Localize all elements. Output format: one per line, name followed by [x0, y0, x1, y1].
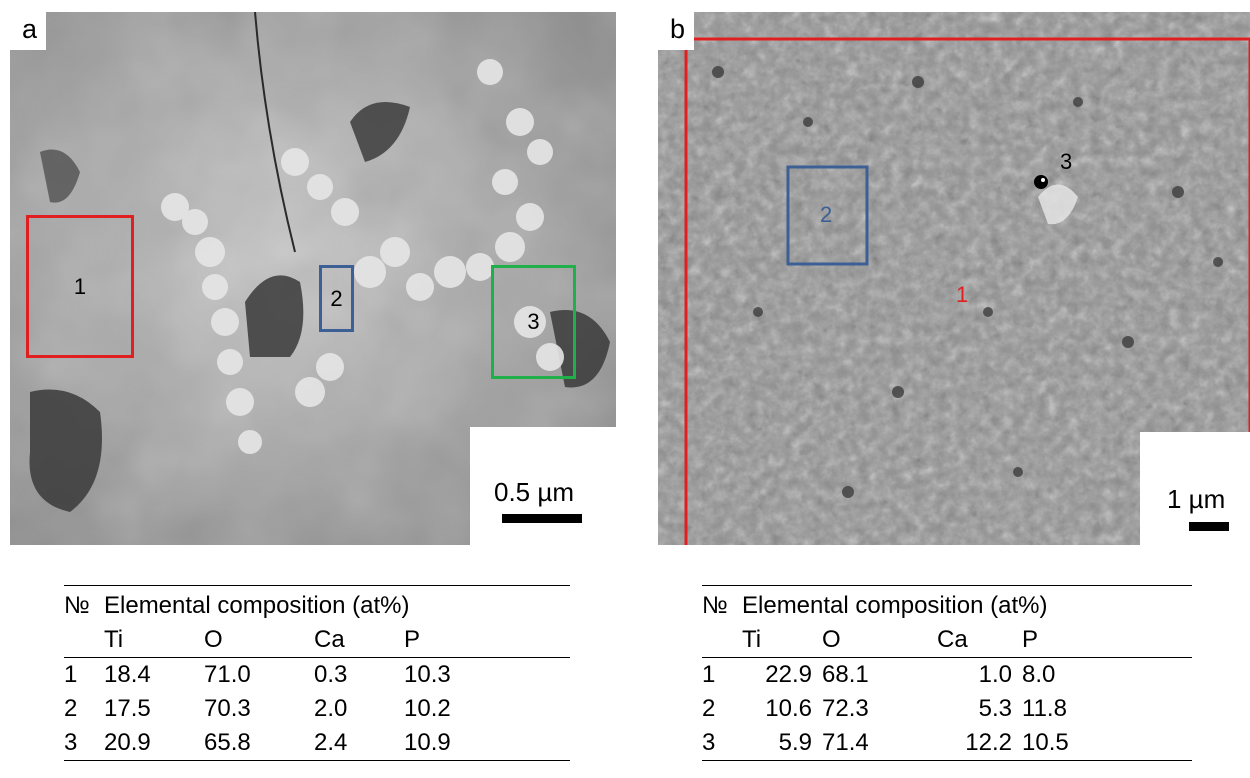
region-label-1: 1 — [956, 282, 969, 307]
table-cell: 17.5 — [104, 695, 151, 722]
table-title: Elemental composition (at%) — [104, 585, 570, 623]
table-header-row: № Elemental composition (at%) — [702, 585, 1192, 623]
region-label-2: 2 — [330, 285, 343, 311]
table-cell: 10.9 — [404, 726, 570, 761]
table-cell: 22.9 — [765, 661, 812, 688]
element-header: O — [822, 623, 937, 658]
composition-table-a: № Elemental composition (at%) Ti O Ca P … — [64, 585, 570, 761]
table-cell: 10.2 — [404, 695, 451, 722]
scale-bar-a — [502, 514, 582, 523]
panel-letter-a: a — [10, 12, 47, 50]
element-header-row: Ti O Ca P — [64, 623, 570, 658]
table-cell: 2.4 — [314, 726, 404, 761]
region-label-1: 1 — [73, 273, 87, 299]
region-label-3: 3 — [527, 309, 540, 334]
element-header: Ca — [937, 623, 1022, 658]
composition-table-b: № Elemental composition (at%) Ti O Ca P … — [702, 585, 1192, 761]
table-cell: 10.6 — [765, 695, 812, 722]
table-cell: 12.2 — [937, 726, 1022, 761]
table-cell: 71.0 — [204, 661, 251, 688]
region-box-2: 2 — [319, 265, 354, 332]
row-number: 2 — [64, 695, 78, 722]
table-row: 2 17.5 70.3 2.0 10.2 — [64, 692, 570, 726]
table-row: 3 20.9 65.8 2.4 10.9 — [64, 726, 570, 761]
row-number: 3 — [702, 726, 742, 761]
region-box-1: 1 — [26, 215, 134, 358]
scale-bar-b — [1189, 522, 1229, 531]
row-number: 1 — [64, 661, 78, 688]
table-cell: 10.3 — [404, 661, 451, 688]
row-number: 3 — [64, 726, 104, 761]
table-row: 3 5.9 71.4 12.2 10.5 — [702, 726, 1192, 761]
region-label-3: 3 — [1060, 149, 1073, 174]
table-cell: 70.3 — [204, 695, 251, 722]
table-header-row: № Elemental composition (at%) — [64, 585, 570, 623]
sem-image-a: a 1 2 3 0.5 µm — [10, 12, 616, 545]
element-header: Ca — [314, 623, 404, 658]
table-title: Elemental composition (at%) — [742, 585, 1192, 623]
table-cell: 8.0 — [1022, 661, 1056, 688]
sem-micrograph-a — [10, 12, 616, 545]
region-box-3: 3 — [491, 265, 576, 379]
element-header: P — [404, 623, 570, 658]
element-header: Ti — [104, 623, 204, 658]
scale-label-b: 1 µm — [1167, 484, 1226, 514]
table-cell: 10.5 — [1022, 726, 1192, 761]
number-header: № — [702, 585, 742, 623]
table-cell: 0.3 — [314, 661, 348, 688]
table-cell: 1.0 — [978, 661, 1012, 688]
table-cell: 5.9 — [742, 726, 822, 761]
scale-bar-box-a: 0.5 µm — [470, 427, 616, 545]
table-cell: 20.9 — [104, 726, 204, 761]
table-cell: 18.4 — [104, 661, 151, 688]
table-cell: 72.3 — [822, 695, 869, 722]
scale-bar-box-b: 1 µm — [1140, 432, 1250, 545]
panel-letter-b: b — [658, 12, 695, 50]
row-number: 2 — [702, 695, 716, 722]
sem-image-b: b 1 2 3 1 µm — [658, 12, 1250, 545]
table-row: 2 10.6 72.3 5.3 11.8 — [702, 692, 1192, 726]
table-row: 1 22.9 68.1 1.0 8.0 — [702, 658, 1192, 693]
element-header: Ti — [742, 623, 822, 658]
table-cell: 5.3 — [978, 695, 1012, 722]
table-row: 1 18.4 71.0 0.3 10.3 — [64, 658, 570, 693]
table-cell: 65.8 — [204, 726, 314, 761]
number-header: № — [64, 585, 104, 623]
table-cell: 2.0 — [314, 695, 348, 722]
row-number: 1 — [702, 661, 716, 688]
element-header: P — [1022, 623, 1192, 658]
table-cell: 71.4 — [822, 726, 937, 761]
element-header-row: Ti O Ca P — [702, 623, 1192, 658]
region-label-2: 2 — [820, 202, 833, 227]
table-cell: 68.1 — [822, 661, 869, 688]
table-cell: 11.8 — [1022, 695, 1067, 722]
scale-label-a: 0.5 µm — [494, 477, 575, 507]
element-header: O — [204, 623, 314, 658]
